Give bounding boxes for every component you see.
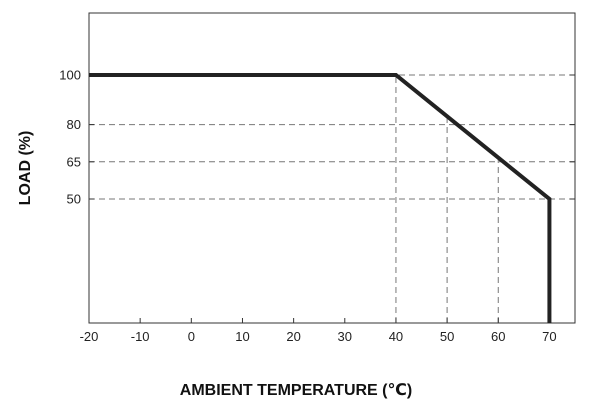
y-tick-label-65: 65 (67, 154, 81, 169)
series-line-0 (89, 73, 552, 323)
x-tick-label-50: 50 (440, 329, 454, 344)
y-axis-title: LOAD (%) (17, 131, 34, 206)
x-tick-label-40: 40 (389, 329, 403, 344)
x-tick-label--20: -20 (80, 329, 99, 344)
x-tick-label-0: 0 (188, 329, 195, 344)
series-layer (89, 73, 552, 323)
x-tick-label-10: 10 (235, 329, 249, 344)
x-tick-label--10: -10 (131, 329, 150, 344)
x-tick-label-30: 30 (338, 329, 352, 344)
x-tick-label-60: 60 (491, 329, 505, 344)
x-tick-labels: -20 -10 0 10 20 30 40 50 60 70 (80, 329, 557, 344)
y-tick-label-80: 80 (67, 117, 81, 132)
x-tick-label-70: 70 (542, 329, 556, 344)
plot-frame (88, 12, 576, 324)
x-tick-label-20: 20 (286, 329, 300, 344)
y-tick-labels: 50 65 80 100 (59, 68, 81, 207)
y-tick-label-100: 100 (59, 68, 81, 83)
reference-lines (89, 74, 575, 323)
x-axis-title: AMBIENT TEMPERATURE (℃) (180, 382, 412, 399)
axis-ticks (88, 74, 575, 323)
y-tick-label-50: 50 (67, 192, 81, 207)
